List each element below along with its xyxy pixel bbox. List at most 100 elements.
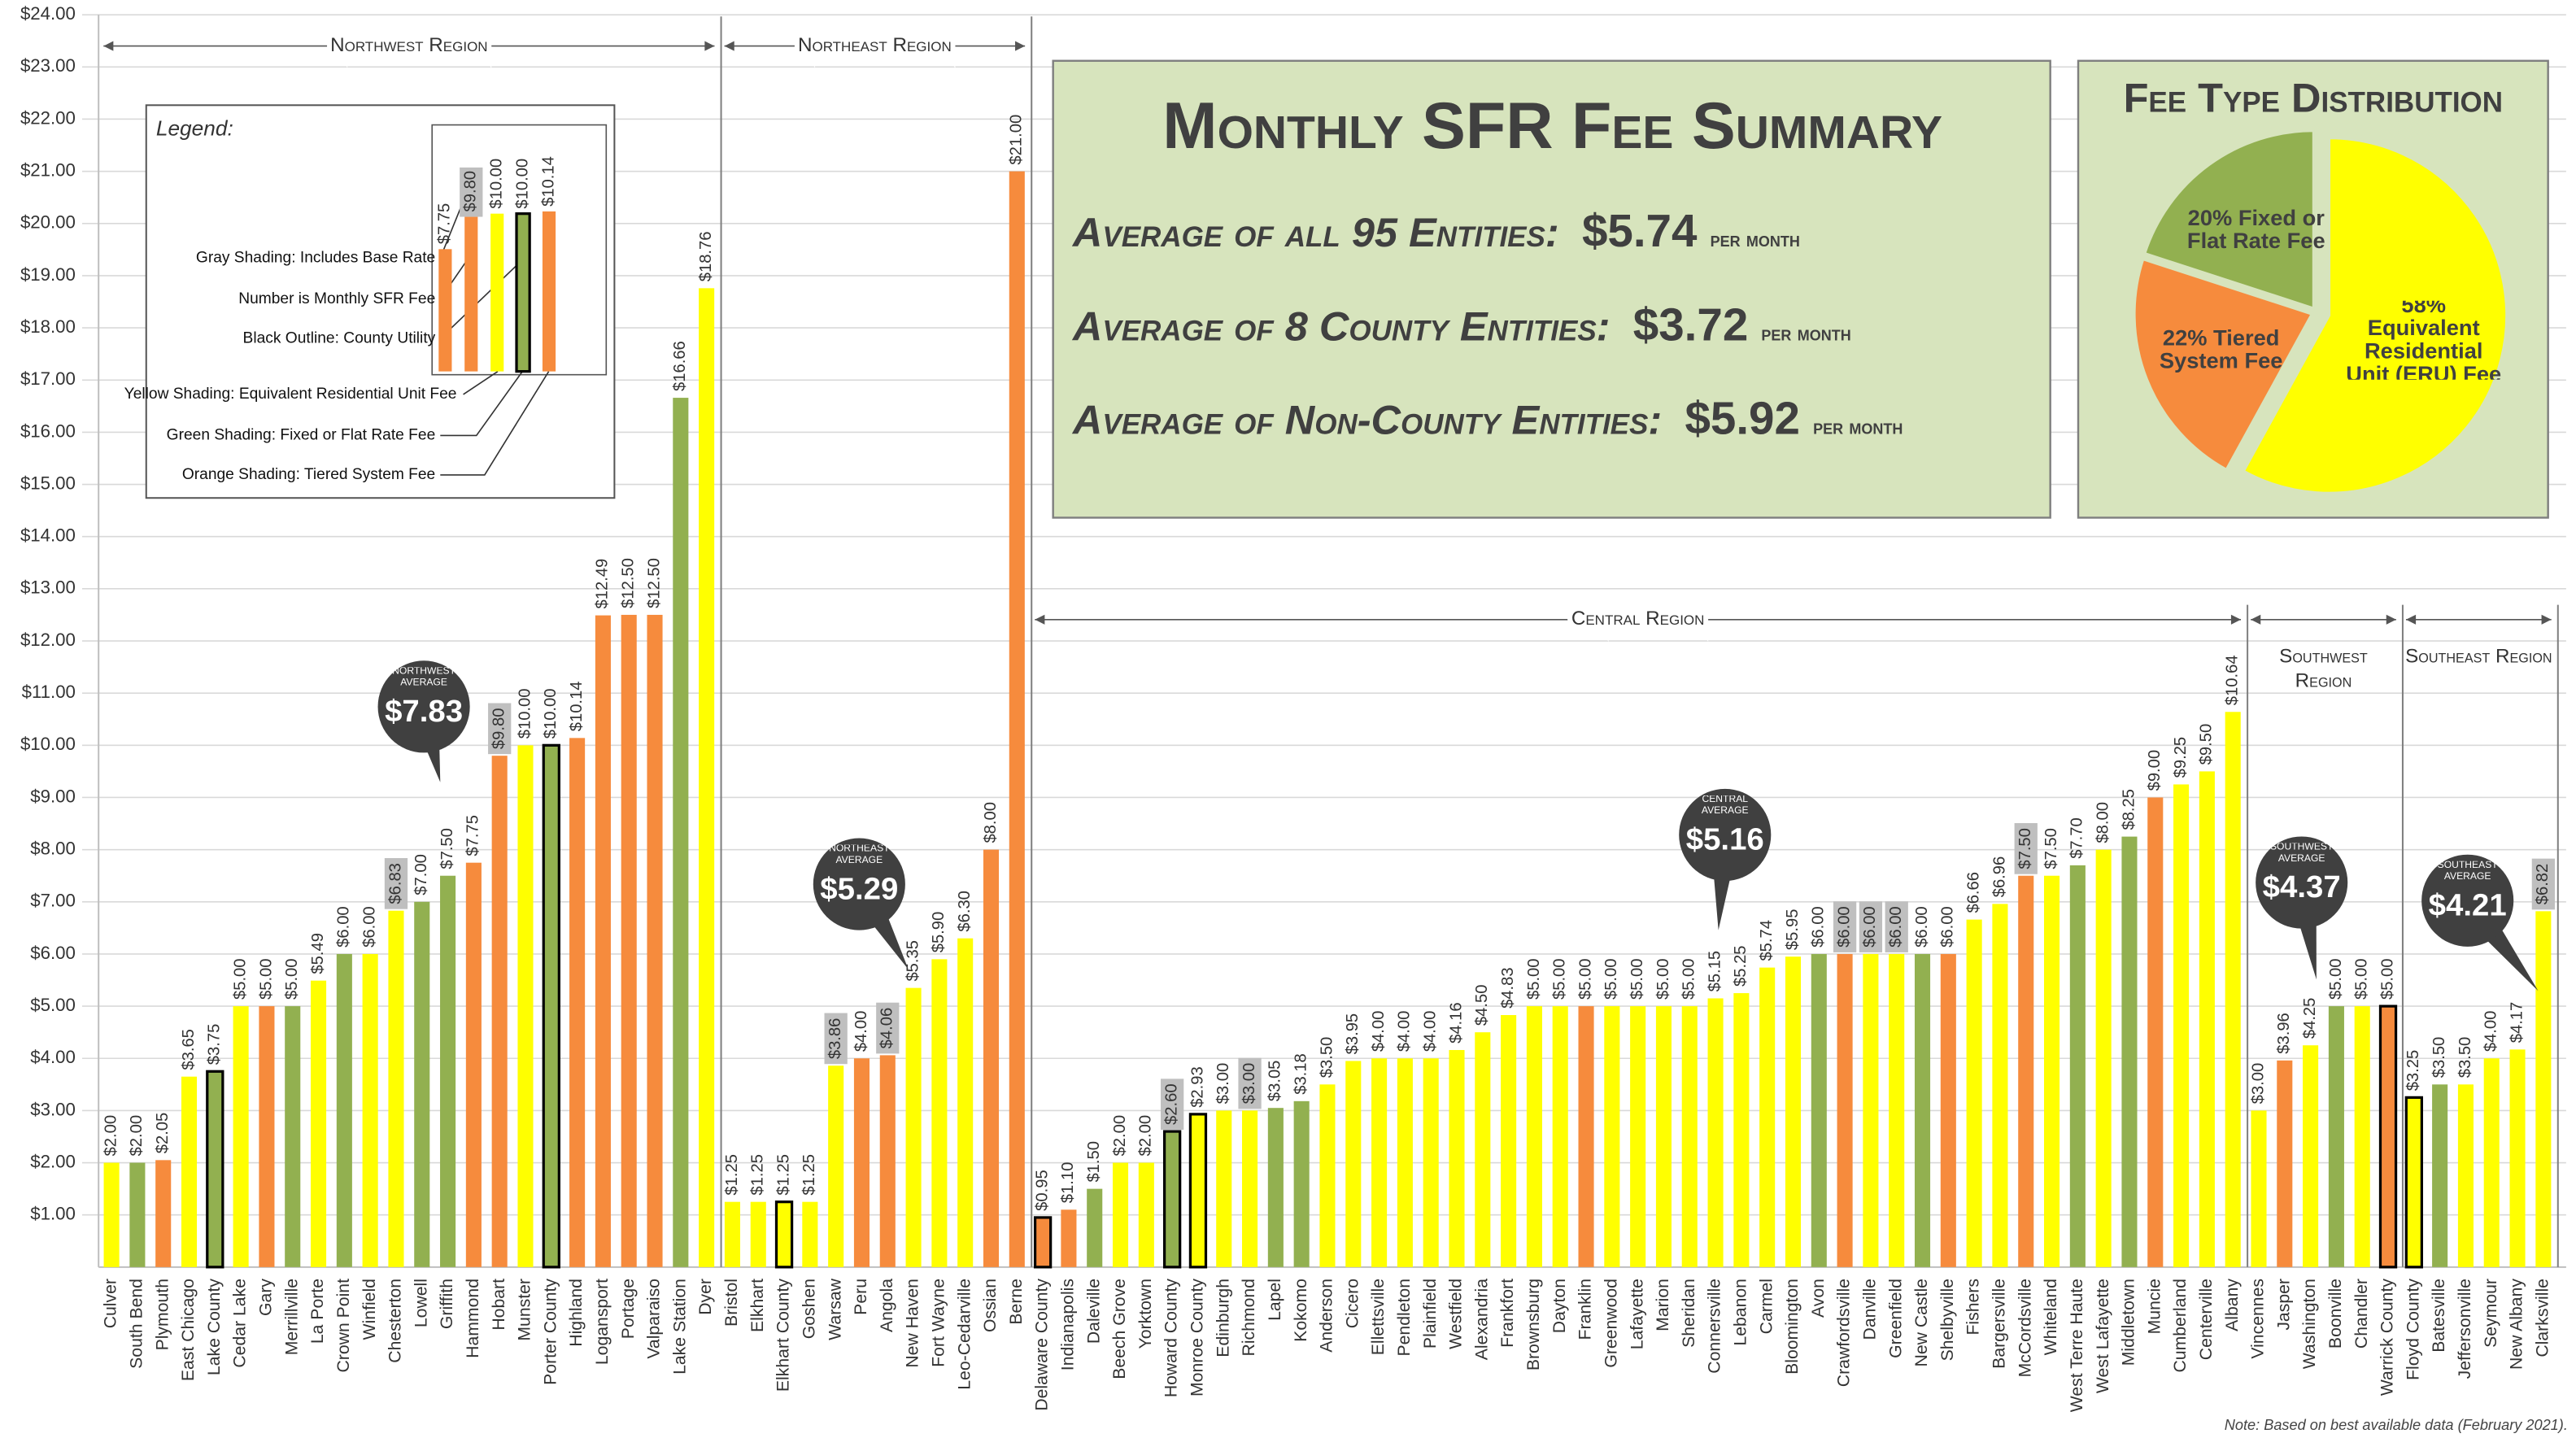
value-label: $5.25 [1732, 945, 1750, 987]
pie-label: 22% Tiered System Fee [2159, 325, 2283, 373]
bar [1863, 953, 1879, 1267]
leader-line [440, 371, 550, 476]
bar [388, 910, 404, 1267]
callout-value: $5.16 [1685, 823, 1764, 858]
x-tick-label: Clarksville [2533, 1279, 2552, 1357]
bar [491, 756, 508, 1267]
value-label: $5.00 [1680, 958, 1698, 1000]
value-label: $2.00 [1111, 1115, 1129, 1157]
value-label: $1.10 [1059, 1162, 1077, 1204]
x-tick-label: New Albany [2508, 1279, 2526, 1370]
x-tick-label: Plainfield [1421, 1279, 1440, 1349]
legend-sample-bar [542, 211, 556, 372]
summary-line: Average of all 95 Entities: $5.74 per mont… [1071, 205, 1800, 256]
callout-value-box: $7.83 [385, 695, 463, 730]
bar [1371, 1058, 1388, 1267]
pie-label-box: 20% Fixed or Flat Rate Fee [2187, 206, 2325, 252]
value-label: $3.00 [2249, 1063, 2267, 1105]
callout-bubble [2421, 854, 2514, 947]
value-label: $16.66 [671, 341, 689, 391]
summary-title: Monthly SFR Fee Summary [1162, 89, 1942, 163]
value-label: $7.00 [412, 854, 430, 895]
value-label: $18.76 [697, 232, 715, 282]
x-tick-label: Portage [619, 1279, 638, 1339]
leader-line [463, 370, 499, 395]
value-label-shade [1859, 901, 1883, 952]
summary-line: Average of Non-County Entities: $5.92 per … [1071, 392, 1903, 443]
legend-sample-bar [464, 216, 478, 372]
bar [336, 953, 352, 1267]
summary-value: $5.74 [1582, 205, 1698, 256]
bar [129, 1162, 146, 1267]
bar [440, 875, 456, 1267]
region-label: Northeast Region [798, 34, 952, 56]
value-label: $5.49 [309, 933, 327, 974]
bar [1707, 998, 1724, 1267]
y-tick-label: $22.00 [20, 107, 76, 128]
y-tick-label: $17.00 [20, 368, 76, 389]
bar [285, 1006, 301, 1267]
value-label: $7.70 [2068, 817, 2086, 859]
pie-label: 58% Equivalent Residential Unit (ERU) Fe… [2346, 300, 2502, 380]
y-tick-label: $4.00 [30, 1047, 76, 1067]
value-label: $1.25 [723, 1154, 741, 1196]
y-tick-label: $10.00 [20, 734, 76, 754]
value-label: $1.25 [800, 1154, 818, 1196]
legend-sample-bar [490, 213, 504, 372]
bar [1397, 1058, 1413, 1267]
value-label: $5.00 [257, 958, 275, 1000]
bar [957, 938, 974, 1267]
bar [2277, 1060, 2293, 1267]
value-label: $10.14 [568, 682, 586, 732]
value-label: $3.25 [2404, 1050, 2422, 1092]
value-label: $5.90 [930, 912, 948, 953]
value-label: $5.00 [1602, 958, 1620, 1000]
bar [1630, 1006, 1646, 1267]
value-label: $0.95 [1033, 1170, 1051, 1211]
value-label-shade [1160, 1078, 1184, 1131]
bar [1655, 1006, 1672, 1267]
summary-unit: per month [1813, 414, 1903, 438]
y-tick-label: $15.00 [20, 473, 76, 493]
x-tick-label: Daleville [1084, 1279, 1103, 1344]
bar [1552, 1006, 1568, 1267]
value-label: $4.00 [852, 1011, 870, 1052]
x-tick-label: Centerville [2197, 1279, 2216, 1360]
callout-value: $4.37 [2262, 870, 2341, 906]
pie-label-box: 58% Equivalent Residential Unit (ERU) Fe… [2346, 300, 2502, 380]
value-label: $6.00 [360, 906, 378, 948]
bar [1889, 953, 1905, 1267]
x-tick-label: Beech Grove [1110, 1279, 1129, 1379]
bar [2483, 1058, 2500, 1267]
bar [1526, 1006, 1542, 1267]
x-tick-label: Highland [567, 1279, 586, 1347]
value-label: $10.64 [2224, 655, 2242, 705]
x-tick-label: Anderson [1318, 1279, 1336, 1353]
bar [931, 959, 948, 1267]
value-label: $4.06 [878, 1008, 896, 1049]
bar [414, 901, 430, 1267]
bar [310, 980, 327, 1267]
summary-unit: per month [1761, 320, 1850, 345]
y-tick-label: $24.00 [20, 3, 76, 24]
x-tick-label: Chandler [2352, 1279, 2371, 1349]
legend-sample-shade [460, 167, 483, 217]
legend-sample-label: $10.14 [539, 156, 557, 207]
pie-slice [2142, 129, 2315, 311]
x-tick-label: East Chicago [179, 1279, 198, 1381]
y-tick-label: $13.00 [20, 577, 76, 598]
callout-label-box: Southeast Average [2438, 861, 2498, 882]
bar [1811, 953, 1827, 1267]
value-label: $9.50 [2198, 724, 2216, 765]
region-label-box: Southeast Region [2405, 644, 2552, 667]
callout-label-box: Northeast Average [829, 845, 890, 865]
y-tick-label: $8.00 [30, 839, 76, 859]
value-label: $5.00 [2327, 958, 2345, 1000]
value-label: $3.95 [1344, 1013, 1362, 1055]
value-label: $3.00 [1214, 1063, 1232, 1105]
bar [2018, 875, 2034, 1267]
value-label-shade [488, 703, 512, 755]
leader-line [440, 371, 523, 437]
callout-label-box: Southwest Average [2270, 843, 2333, 864]
